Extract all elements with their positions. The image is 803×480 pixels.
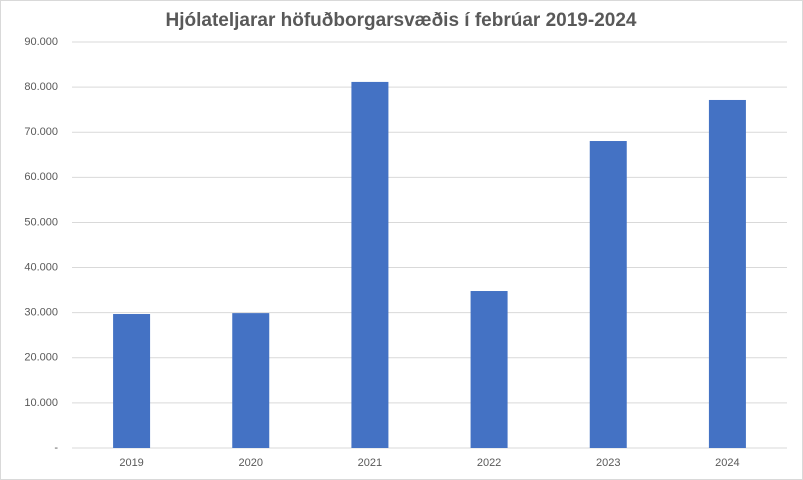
x-tick-label: 2021 (358, 457, 382, 469)
y-tick-label: 70.000 (24, 126, 58, 138)
x-tick-label: 2020 (239, 457, 263, 469)
bar (470, 291, 508, 448)
y-tick-label: 80.000 (24, 81, 58, 93)
bar (351, 81, 389, 448)
y-tick-label: 30.000 (24, 307, 58, 319)
y-tick-label: 10.000 (24, 397, 58, 409)
x-tick-label: 2023 (596, 457, 620, 469)
bar (232, 313, 270, 448)
x-tick-label: 2022 (477, 457, 501, 469)
y-tick-label: 40.000 (24, 261, 58, 273)
y-tick-label: 50.000 (24, 216, 58, 228)
y-tick-label: - (54, 442, 58, 454)
y-tick-label: 90.000 (24, 36, 58, 48)
x-tick-label: 2019 (119, 457, 143, 469)
chart-title: Hjólateljarar höfuðborgarsvæðis í febrúa… (166, 10, 637, 31)
bar (589, 141, 627, 448)
bar (113, 314, 151, 448)
x-tick-label: 2024 (715, 457, 739, 469)
y-tick-label: 60.000 (24, 171, 58, 183)
y-tick-label: 20.000 (24, 352, 58, 364)
bar (708, 99, 746, 449)
